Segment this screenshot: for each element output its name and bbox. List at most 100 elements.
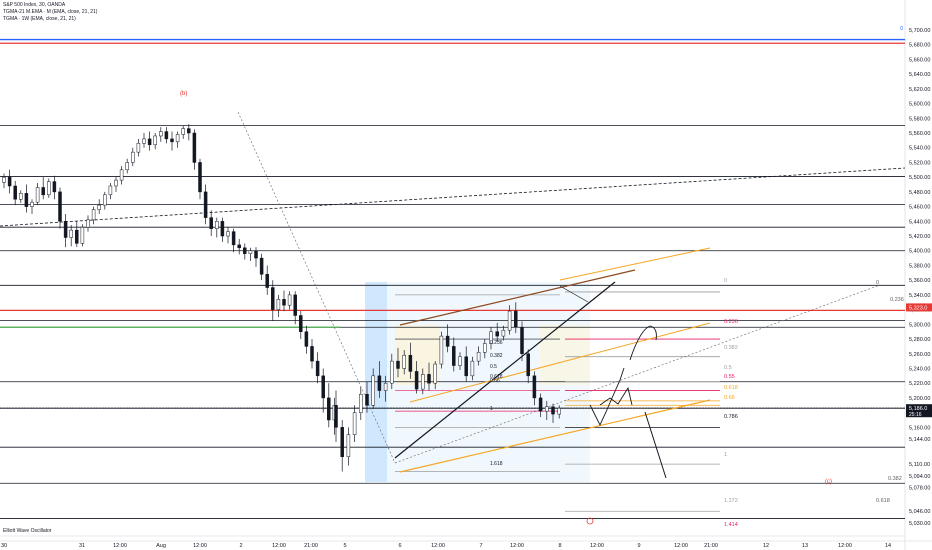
candle-body <box>514 310 518 328</box>
edge-label: 0.236 <box>890 297 904 303</box>
candle-body <box>220 221 225 237</box>
candle-body <box>164 131 169 140</box>
wave-label: (c) <box>825 479 832 485</box>
candle-body <box>371 375 375 406</box>
candle-body <box>187 128 191 134</box>
price-tick-label: 5,440.00 <box>909 219 930 225</box>
candle-body <box>526 353 530 377</box>
edge-label: 0.382 <box>888 476 902 482</box>
time-tick-label: 12:00 <box>113 543 127 549</box>
candle-body <box>520 327 524 355</box>
time-tick-label: 30 <box>1 543 7 549</box>
indicator-legend-2: TGMA · 1W (EMA, close, 21, 21) <box>3 16 76 22</box>
candle-body <box>97 204 101 210</box>
candle-body <box>63 221 68 238</box>
candle-body <box>69 229 73 238</box>
chart-title: S&P 500 Index, 30, OANDA <box>3 2 66 8</box>
price-tick-label: 5,220.00 <box>909 381 930 387</box>
price-tick-label: 5,078.00 <box>909 486 930 492</box>
current-time-label: 25:16 <box>909 412 922 418</box>
candle-body <box>304 331 309 347</box>
price-tick-label: 5,046.00 <box>909 509 930 515</box>
candle-body <box>175 134 180 143</box>
candle-body <box>408 354 413 372</box>
candle-body <box>501 329 506 337</box>
time-axis[interactable]: 30 31 12:00 Aug 12:00 2 12:00 21:00 5 6 12:00 7 12:0… <box>1 543 891 549</box>
price-tick-label: 5,360.00 <box>909 278 930 284</box>
candle-body <box>532 375 537 399</box>
candle-body <box>35 187 40 203</box>
candle-body <box>310 346 314 362</box>
candle-body <box>198 162 202 193</box>
price-tick-label: 5,030.00 <box>909 521 930 527</box>
price-tick-label: 5,380.00 <box>909 263 930 269</box>
fib-label: 0.236 <box>724 319 738 325</box>
candle-body <box>334 405 338 428</box>
price-tick-label: 5,700.00 <box>909 28 930 34</box>
candle-body <box>287 294 292 306</box>
candle-body <box>427 374 431 384</box>
projection-down <box>644 411 667 479</box>
price-tick-label: 5,500.00 <box>909 175 930 181</box>
candle-body <box>352 412 357 435</box>
fib-label-left: 0.618 <box>490 374 503 380</box>
price-tick-label: 5,240.00 <box>909 366 930 372</box>
candle-body <box>75 229 79 244</box>
candle-body <box>147 138 152 146</box>
candle-body <box>125 162 129 171</box>
candle-body <box>470 360 475 377</box>
candle-body <box>271 287 275 310</box>
price-tick-label: 5,144.00 <box>909 437 930 443</box>
candle-body <box>248 250 253 254</box>
trendline-rising <box>394 281 616 459</box>
channel-mid <box>409 322 711 403</box>
price-tick-label: 5,280.00 <box>909 337 930 343</box>
axis-marker: 0 <box>900 26 903 32</box>
candle-body <box>24 193 29 207</box>
trendline-dashed-upper <box>0 167 906 227</box>
fib-label: 0.5 <box>724 365 732 371</box>
fib-label-left: 0.236 <box>490 340 503 346</box>
candle-body <box>159 131 163 137</box>
price-tick-label: 5,560.00 <box>909 131 930 137</box>
candle-body <box>476 352 481 362</box>
projection-path-2 <box>629 325 657 361</box>
candle-body <box>551 406 555 415</box>
time-tick-label: 12:00 <box>838 543 852 549</box>
candles <box>2 124 561 472</box>
time-tick-label: 2 <box>239 543 242 549</box>
wave-connector <box>559 285 589 303</box>
candle-body <box>538 397 543 412</box>
candle-body <box>365 393 369 406</box>
time-tick-label: 6 <box>398 543 401 549</box>
candle-body <box>282 299 286 306</box>
channel-bottom <box>399 399 711 473</box>
projection-path-1 <box>589 367 625 427</box>
candle-body <box>299 315 303 332</box>
candle-body <box>13 185 17 200</box>
wave-label: (b) <box>180 91 187 97</box>
price-axis[interactable]: 5,700.00 5,680.00 5,660.00 5,640.00 5,620.00… <box>900 24 932 527</box>
candle-body <box>433 363 437 384</box>
price-tick-label: 5,480.00 <box>909 190 930 196</box>
fib-label-left: 1.618 <box>490 461 503 467</box>
fib-zone-warm-right <box>540 325 590 385</box>
channel-top <box>399 269 636 326</box>
time-tick-label: 12:00 <box>590 543 604 549</box>
candle-body <box>192 132 197 163</box>
candle-body <box>421 374 425 390</box>
price-tick-label: 5,620.00 <box>909 87 930 93</box>
price-tick-label: 5,580.00 <box>909 116 930 122</box>
candle-body <box>226 231 230 237</box>
time-tick-label: 21:00 <box>304 543 318 549</box>
time-tick-label: Aug <box>156 543 166 549</box>
candle-body <box>254 250 258 259</box>
candle-body <box>203 191 208 218</box>
price-tick-label: 5,680.00 <box>909 43 930 49</box>
fib-label: 0.382 <box>724 345 738 351</box>
time-tick-label: 12:00 <box>272 543 286 549</box>
fib-label: 0.55 <box>724 374 735 380</box>
candle-body <box>327 397 331 421</box>
trend-drawings <box>0 111 906 525</box>
